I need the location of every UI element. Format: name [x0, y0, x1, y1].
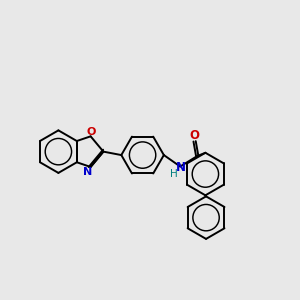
- Text: H: H: [170, 169, 178, 179]
- Text: N: N: [176, 161, 186, 174]
- Text: O: O: [86, 127, 96, 137]
- Text: N: N: [83, 167, 93, 177]
- Text: O: O: [190, 129, 200, 142]
